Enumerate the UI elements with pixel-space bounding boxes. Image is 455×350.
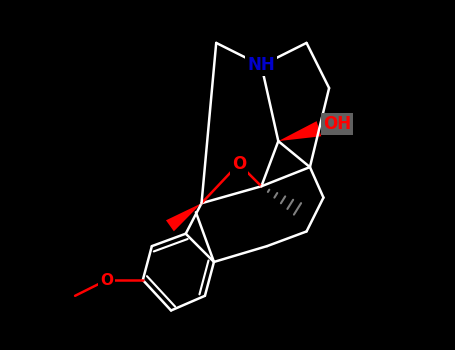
Text: O: O bbox=[100, 273, 113, 287]
Polygon shape bbox=[278, 121, 321, 141]
Text: NH: NH bbox=[248, 56, 275, 75]
Polygon shape bbox=[166, 203, 202, 231]
Text: O: O bbox=[232, 155, 246, 173]
Text: OH: OH bbox=[323, 115, 351, 133]
